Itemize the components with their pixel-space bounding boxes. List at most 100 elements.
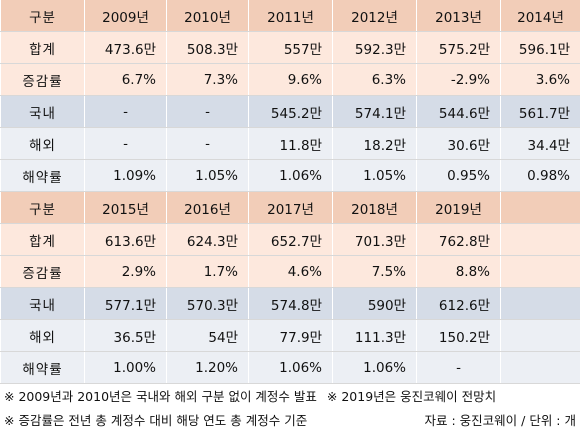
footnote-split-year: ※ 2009년과 2010년은 국내와 해외 구분 없이 계정수 발표: [4, 389, 317, 404]
value-cell: -: [416, 351, 501, 384]
value-cell: 1.06%: [332, 351, 417, 384]
value-cell: [500, 223, 580, 256]
value-cell: 612.6만: [416, 287, 501, 320]
header-year-cell: 2018년: [332, 191, 417, 224]
table-row: 해약률 1.00% 1.20% 1.06% 1.06% -: [0, 351, 580, 384]
value-cell: -: [166, 127, 249, 160]
value-cell: 2.9%: [84, 255, 167, 288]
value-cell: 574.8만: [248, 287, 333, 320]
value-cell: -: [84, 95, 167, 128]
value-cell: 1.06%: [248, 351, 333, 384]
footnote-forecast: ※ 2019년은 웅진코웨이 전망치: [326, 389, 497, 404]
table-row: 국내 577.1만 570.3만 574.8만 590만 612.6만: [0, 287, 580, 320]
table-row: 증감률 6.7% 7.3% 9.6% 6.3% -2.9% 3.6%: [0, 63, 580, 96]
value-cell: 624.3만: [166, 223, 249, 256]
value-cell: [500, 319, 580, 352]
header-year-cell: 2016년: [166, 191, 249, 224]
value-cell: 561.7만: [500, 95, 580, 128]
value-cell: 54만: [166, 319, 249, 352]
value-cell: 570.3만: [166, 287, 249, 320]
value-cell: 596.1만: [500, 31, 580, 64]
row-label-cell: 증감률: [0, 63, 85, 96]
value-cell: 18.2만: [332, 127, 417, 160]
value-cell: 652.7만: [248, 223, 333, 256]
row-label-cell: 합계: [0, 31, 85, 64]
header-year-cell: 2010년: [166, 0, 249, 32]
value-cell: 545.2만: [248, 95, 333, 128]
value-cell: 0.98%: [500, 159, 580, 192]
value-cell: 34.4만: [500, 127, 580, 160]
value-cell: 1.00%: [84, 351, 167, 384]
value-cell: 30.6만: [416, 127, 501, 160]
value-cell: 574.1만: [332, 95, 417, 128]
value-cell: 577.1만: [84, 287, 167, 320]
row-label-cell: 해약률: [0, 159, 85, 192]
value-cell: 77.9만: [248, 319, 333, 352]
header-year-cell: 2017년: [248, 191, 333, 224]
header-year-cell: 2015년: [84, 191, 167, 224]
footnote-line-2: ※ 증감률은 전년 총 계정수 대비 해당 연도 총 계정수 기준: [4, 413, 308, 428]
table-row: 증감률 2.9% 1.7% 4.6% 7.5% 8.8%: [0, 255, 580, 288]
value-cell: 473.6만: [84, 31, 167, 64]
value-cell: [500, 287, 580, 320]
table-row: 합계 473.6만 508.3만 557만 592.3만 575.2만 596.1만: [0, 31, 580, 64]
value-cell: 557만: [248, 31, 333, 64]
table-row: 해외 36.5만 54만 77.9만 111.3만 150.2만: [0, 319, 580, 352]
table-body: 구분 2009년 2010년 2011년 2012년 2013년 2014년 합계 473.6만…: [0, 0, 580, 384]
value-cell: 9.6%: [248, 63, 333, 96]
value-cell: 8.8%: [416, 255, 501, 288]
value-cell: 592.3만: [332, 31, 417, 64]
value-cell: 590만: [332, 287, 417, 320]
value-cell: -: [166, 95, 249, 128]
footnote-line-1: ※ 2009년과 2010년은 국내와 해외 구분 없이 계정수 발표 ※ 201…: [4, 386, 496, 405]
value-cell: 4.6%: [248, 255, 333, 288]
row-label-cell: 해외: [0, 319, 85, 352]
value-cell: 1.09%: [84, 159, 167, 192]
value-cell: 544.6만: [416, 95, 501, 128]
value-cell: [500, 351, 580, 384]
value-cell: 150.2만: [416, 319, 501, 352]
table-row: 해외 - -11.8만 18.2만 30.6만 34.4만: [0, 127, 580, 160]
value-cell: 762.8만: [416, 223, 501, 256]
value-cell: 7.5%: [332, 255, 417, 288]
value-cell: 575.2만: [416, 31, 501, 64]
header-year-cell: 2009년: [84, 0, 167, 32]
header-year-cell: 2019년: [416, 191, 501, 224]
value-cell: -2.9%: [416, 63, 501, 96]
value-cell: 3.6%: [500, 63, 580, 96]
header-year-cell: 2014년: [500, 0, 580, 32]
value-cell: 6.3%: [332, 63, 417, 96]
value-cell: 111.3만: [332, 319, 417, 352]
value-cell: 508.3만: [166, 31, 249, 64]
value-cell: 36.5만: [84, 319, 167, 352]
footnotes: ※ 2009년과 2010년은 국내와 해외 구분 없이 계정수 발표 ※ 201…: [0, 382, 580, 434]
header-year-cell: 2012년: [332, 0, 417, 32]
value-cell: -: [84, 127, 167, 160]
value-cell: 701.3만: [332, 223, 417, 256]
value-cell: [500, 255, 580, 288]
header-year-cell: 2013년: [416, 0, 501, 32]
value-cell: 1.05%: [166, 159, 249, 192]
header-row: 구분 2009년 2010년 2011년 2012년 2013년 2014년: [0, 0, 580, 32]
value-cell: 11.8만: [248, 127, 333, 160]
table-row: 합계 613.6만 624.3만 652.7만 701.3만 762.8만: [0, 223, 580, 256]
row-label-cell: 국내: [0, 287, 85, 320]
header-year-cell: 2011년: [248, 0, 333, 32]
value-cell: 0.95%: [416, 159, 501, 192]
header-year-cell: [500, 191, 580, 224]
value-cell: 1.05%: [332, 159, 417, 192]
header-label-cell: 구분: [0, 0, 85, 32]
source-unit-note: 자료 : 웅진코웨이 / 단위 : 개: [424, 413, 576, 428]
value-cell: 613.6만: [84, 223, 167, 256]
row-label-cell: 해약률: [0, 351, 85, 384]
header-label-cell: 구분: [0, 191, 85, 224]
value-cell: 1.20%: [166, 351, 249, 384]
table-row: 해약률 1.09% 1.05% 1.06% 1.05% 0.95% 0.98%: [0, 159, 580, 192]
table-row: 국내 - -545.2만 574.1만 544.6만 561.7만: [0, 95, 580, 128]
row-label-cell: 국내: [0, 95, 85, 128]
header-row: 구분 2015년 2016년 2017년 2018년 2019년: [0, 191, 580, 224]
row-label-cell: 증감률: [0, 255, 85, 288]
value-cell: 1.06%: [248, 159, 333, 192]
row-label-cell: 합계: [0, 223, 85, 256]
